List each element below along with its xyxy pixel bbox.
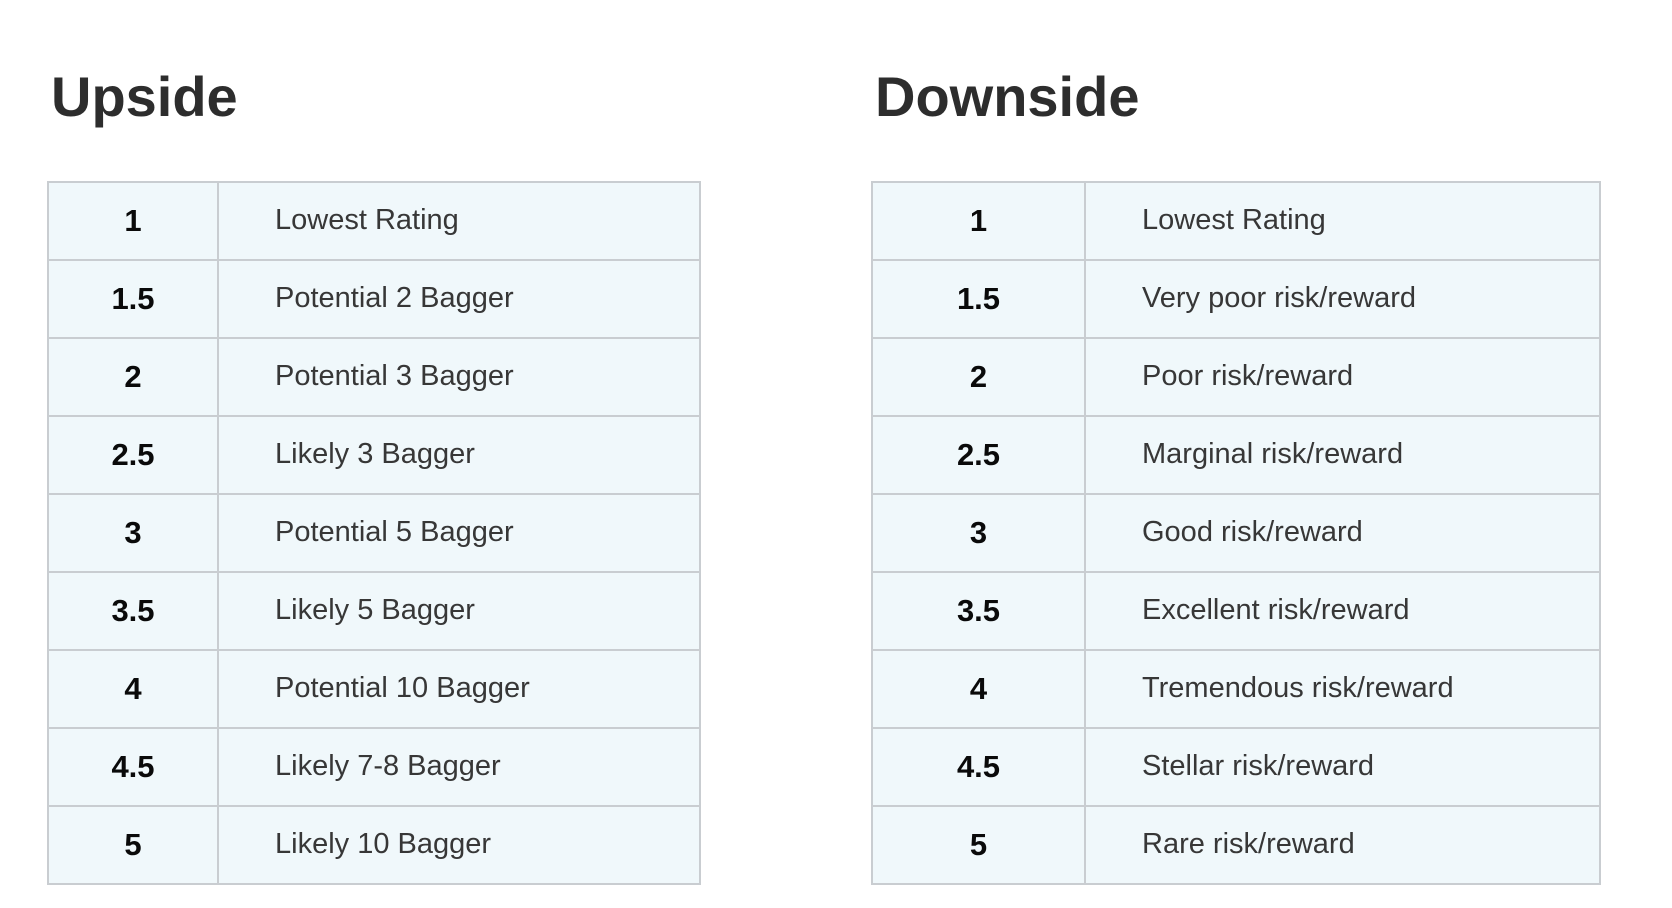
rating-description: Excellent risk/reward [1084, 570, 1601, 651]
rating-description: Likely 10 Bagger [217, 804, 701, 885]
rating-value: 1.5 [871, 258, 1086, 339]
rating-value: 5 [47, 804, 219, 885]
rating-value: 2.5 [47, 414, 219, 495]
table-row: 3 Potential 5 Bagger [47, 492, 701, 573]
rating-value: 1 [871, 180, 1086, 261]
rating-value: 5 [871, 804, 1086, 885]
rating-value: 2 [47, 336, 219, 417]
rating-description: Poor risk/reward [1084, 336, 1601, 417]
downside-table-body: 1 Lowest Rating 1.5 Very poor risk/reward 2 P… [871, 180, 1601, 885]
downside-panel: Downside 1 Lowest Rating 1.5 Very poor risk… [871, 55, 1601, 885]
rating-value: 4 [47, 648, 219, 729]
rating-value: 2 [871, 336, 1086, 417]
rating-value: 3 [871, 492, 1086, 573]
rating-value: 2.5 [871, 414, 1086, 495]
table-row: 2.5 Likely 3 Bagger [47, 414, 701, 495]
table-row: 5 Likely 10 Bagger [47, 804, 701, 885]
upside-table-body: 1 Lowest Rating 1.5 Potential 2 Bagger 2 Pote… [47, 180, 701, 885]
rating-value: 3 [47, 492, 219, 573]
rating-description: Potential 2 Bagger [217, 258, 701, 339]
rating-value: 1 [47, 180, 219, 261]
rating-value: 3.5 [47, 570, 219, 651]
table-row: 5 Rare risk/reward [871, 804, 1601, 885]
upside-heading: Upside [51, 65, 238, 128]
rating-description: Likely 5 Bagger [217, 570, 701, 651]
rating-value: 4.5 [871, 726, 1086, 807]
upside-table: 1 Lowest Rating 1.5 Potential 2 Bagger 2 Pote… [47, 180, 701, 885]
rating-description: Potential 5 Bagger [217, 492, 701, 573]
table-row: 1.5 Very poor risk/reward [871, 258, 1601, 339]
table-row: 1.5 Potential 2 Bagger [47, 258, 701, 339]
rating-description: Lowest Rating [217, 180, 701, 261]
table-row: 3 Good risk/reward [871, 492, 1601, 573]
table-row: 3.5 Likely 5 Bagger [47, 570, 701, 651]
rating-description: Stellar risk/reward [1084, 726, 1601, 807]
table-row: 2 Poor risk/reward [871, 336, 1601, 417]
rating-value: 4.5 [47, 726, 219, 807]
rating-value: 4 [871, 648, 1086, 729]
rating-description: Rare risk/reward [1084, 804, 1601, 885]
table-row: 1 Lowest Rating [47, 180, 701, 261]
rating-description: Likely 3 Bagger [217, 414, 701, 495]
table-row: 1 Lowest Rating [871, 180, 1601, 261]
upside-panel: Upside 1 Lowest Rating 1.5 Potential 2 Bagg… [47, 55, 701, 885]
rating-value: 3.5 [871, 570, 1086, 651]
rating-description: Likely 7-8 Bagger [217, 726, 701, 807]
rating-description: Tremendous risk/reward [1084, 648, 1601, 729]
downside-heading: Downside [875, 65, 1140, 128]
table-row: 2.5 Marginal risk/reward [871, 414, 1601, 495]
table-row: 3.5 Excellent risk/reward [871, 570, 1601, 651]
table-row: 2 Potential 3 Bagger [47, 336, 701, 417]
downside-table: 1 Lowest Rating 1.5 Very poor risk/reward 2 P… [871, 180, 1601, 885]
rating-description: Lowest Rating [1084, 180, 1601, 261]
table-row: 4 Tremendous risk/reward [871, 648, 1601, 729]
table-row: 4.5 Likely 7-8 Bagger [47, 726, 701, 807]
rating-description: Potential 10 Bagger [217, 648, 701, 729]
table-row: 4 Potential 10 Bagger [47, 648, 701, 729]
rating-description: Marginal risk/reward [1084, 414, 1601, 495]
table-row: 4.5 Stellar risk/reward [871, 726, 1601, 807]
rating-description: Potential 3 Bagger [217, 336, 701, 417]
rating-description: Good risk/reward [1084, 492, 1601, 573]
rating-description: Very poor risk/reward [1084, 258, 1601, 339]
rating-value: 1.5 [47, 258, 219, 339]
